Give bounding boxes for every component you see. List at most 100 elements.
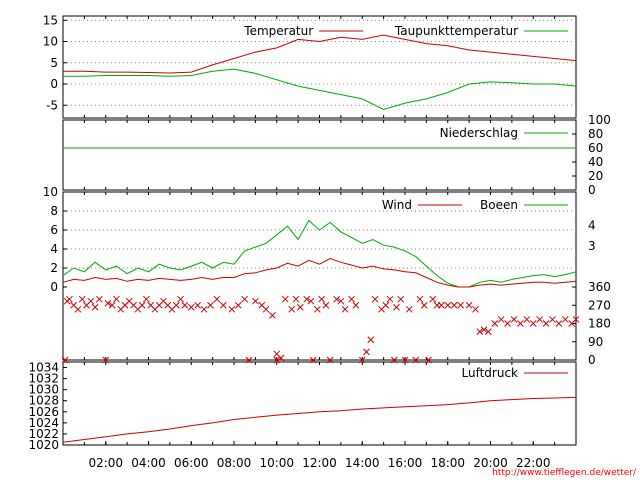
wind-direction-x	[561, 316, 569, 323]
wind-direction-point	[95, 295, 103, 303]
wind-direction-point	[465, 301, 473, 309]
wind-direction-x	[549, 316, 556, 323]
wind-direction-point	[292, 295, 300, 303]
wind-direction-x	[258, 301, 266, 309]
wind-direction-x	[386, 295, 394, 303]
wind-direction-x	[213, 295, 221, 303]
wind-direction-x	[143, 295, 150, 303]
wind-direction-point	[341, 305, 349, 313]
wind-direction-x	[307, 297, 315, 305]
wind-direction-x	[480, 326, 488, 333]
y-tick-label: 10	[43, 185, 58, 199]
wind-direction-point	[444, 301, 452, 309]
wind-direction-x	[326, 356, 334, 364]
wind-direction-x	[91, 303, 99, 311]
wind-direction-x	[87, 297, 95, 305]
wind-direction-point	[367, 336, 375, 344]
y-right-tick-label: 4	[588, 218, 596, 232]
wind-direction-x	[194, 301, 202, 309]
wind-direction-point	[485, 328, 492, 335]
wind-direction-point	[476, 328, 484, 335]
wind-direction-point	[429, 295, 437, 303]
footer-url[interactable]: http://www.tiefflegen.de/wetter/	[492, 468, 636, 478]
wind-direction-point	[491, 320, 499, 327]
wind-direction-x	[358, 356, 366, 364]
wind-direction-point	[386, 295, 394, 303]
wind-direction-x	[296, 303, 304, 311]
wind-direction-point	[108, 301, 116, 309]
y-tick-label: 1028	[28, 394, 59, 408]
wind-direction-x	[164, 301, 172, 309]
wind-direction-point	[104, 299, 112, 307]
wind-direction-point	[352, 301, 360, 309]
wind-direction-point	[228, 305, 236, 313]
x-tick-label: 22:00	[516, 456, 551, 470]
y-tick-label: 15	[43, 13, 58, 27]
wind-direction-point	[472, 305, 479, 313]
wind-direction-point	[348, 295, 355, 303]
series-Taupunkttemperatur	[63, 68, 577, 111]
wind-direction-point	[425, 356, 432, 364]
wind-direction-point	[207, 301, 214, 309]
wind-direction-x	[476, 328, 484, 335]
panel-frame-2	[62, 191, 577, 361]
wind-direction-x	[517, 320, 524, 327]
wind-direction-point	[401, 356, 409, 364]
wind-direction-x	[160, 297, 167, 305]
wind-direction-x	[491, 320, 499, 327]
wind-direction-x	[352, 301, 360, 309]
wind-direction-x	[416, 295, 424, 303]
wind-direction-point	[412, 356, 420, 364]
wind-direction-point	[397, 295, 405, 303]
wind-direction-x	[371, 295, 379, 303]
wind-direction-x	[309, 356, 317, 364]
wind-direction-point	[87, 297, 95, 305]
wind-direction-point	[322, 301, 330, 309]
wind-direction-point	[510, 316, 518, 323]
wind-direction-x	[245, 356, 253, 364]
wind-direction-point	[309, 356, 317, 364]
wind-direction-x	[572, 316, 580, 323]
wind-direction-x	[450, 301, 458, 309]
wind-direction-x	[333, 295, 340, 303]
wind-direction-x	[273, 350, 281, 358]
wind-direction-point	[572, 316, 580, 323]
wind-direction-point	[245, 356, 253, 364]
series-Boeen	[62, 219, 577, 288]
wind-direction-point	[66, 295, 73, 303]
wind-direction-point	[393, 303, 400, 311]
wind-direction-x	[314, 305, 321, 313]
wind-direction-x	[262, 305, 270, 313]
wind-direction-point	[517, 320, 524, 327]
wind-direction-x	[113, 295, 120, 303]
wind-direction-point	[437, 301, 445, 309]
y-tick-label: 1022	[28, 427, 59, 441]
wind-direction-x	[70, 301, 78, 309]
wind-direction-point	[143, 295, 150, 303]
wind-direction-point	[219, 301, 227, 309]
wind-direction-point	[561, 316, 569, 323]
wind-direction-x	[337, 297, 345, 305]
wind-direction-point	[74, 305, 82, 313]
wind-direction-x	[200, 305, 208, 313]
x-tick-label: 20:00	[473, 456, 508, 470]
wind-direction-point	[194, 301, 202, 309]
y-tick-label: 1026	[28, 405, 59, 419]
y-tick-label: 8	[50, 204, 58, 218]
wind-direction-x	[125, 297, 133, 305]
wind-direction-x	[348, 295, 355, 303]
wind-direction-point	[314, 305, 321, 313]
wind-direction-point	[241, 295, 249, 303]
wind-direction-x	[504, 320, 511, 327]
wind-direction-x	[341, 305, 349, 313]
wind-direction-point	[273, 356, 281, 364]
wind-direction-x	[219, 301, 227, 309]
wind-direction-x	[420, 301, 428, 309]
wind-direction-x	[234, 301, 242, 309]
wind-direction-point	[262, 305, 270, 313]
wind-direction-x	[457, 301, 464, 309]
wind-direction-x	[405, 305, 413, 313]
wind-direction-point	[113, 295, 120, 303]
wind-direction-point	[337, 297, 345, 305]
